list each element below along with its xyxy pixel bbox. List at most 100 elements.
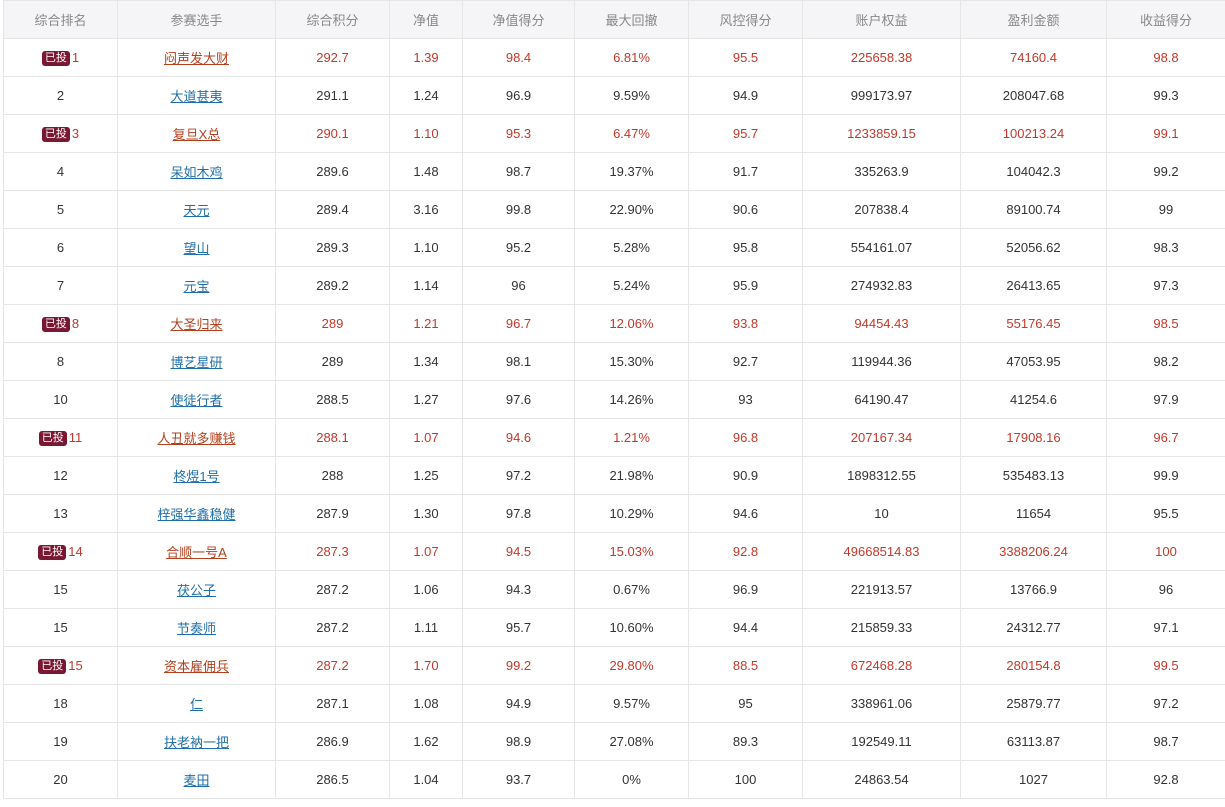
profit-cell: 11654 — [960, 494, 1107, 533]
player-link[interactable]: 合顺一号A — [166, 545, 227, 560]
score-cell: 287.2 — [275, 608, 390, 647]
header-nav[interactable]: 净值 — [389, 0, 463, 39]
nav-cell: 1.27 — [389, 380, 463, 419]
header-equity[interactable]: 账户权益 — [802, 0, 961, 39]
risk-score-cell: 92.7 — [688, 342, 803, 381]
player-link[interactable]: 大道甚夷 — [170, 89, 223, 104]
rank-cell: 已投 1 — [3, 38, 118, 77]
max-drawdown-cell: 29.80% — [574, 646, 689, 685]
risk-score-cell: 96.9 — [688, 570, 803, 609]
player-link[interactable]: 梓强华鑫稳健 — [157, 507, 236, 522]
rank-cell: 18 — [3, 684, 118, 723]
player-link[interactable]: 元宝 — [183, 279, 210, 294]
equity-cell: 49668514.83 — [802, 532, 961, 571]
header-profit[interactable]: 盈利金额 — [960, 0, 1107, 39]
header-return-score[interactable]: 收益得分 — [1106, 0, 1225, 39]
nav-score-cell: 95.7 — [462, 608, 575, 647]
nav-score-cell: 98.4 — [462, 38, 575, 77]
rank-value: 15 — [53, 620, 68, 635]
player-link[interactable]: 节奏师 — [176, 621, 216, 636]
invested-badge: 已投 — [38, 430, 67, 446]
table-row: 已投 15 资本雇佣兵 287.2 1.70 99.2 29.80% 88.5 672468.2… — [3, 646, 1225, 685]
nav-score-cell: 97.8 — [462, 494, 575, 533]
nav-cell: 1.06 — [389, 570, 463, 609]
player-cell: 节奏师 — [117, 608, 276, 647]
rank-cell: 已投 11 — [3, 418, 118, 457]
rank-cell: 已投 8 — [3, 304, 118, 343]
player-link[interactable]: 仁 — [189, 697, 203, 712]
equity-cell: 1898312.55 — [802, 456, 961, 495]
player-cell: 人丑就多赚钱 — [117, 418, 276, 457]
invested-badge: 已投 — [38, 658, 67, 674]
player-link[interactable]: 麦田 — [183, 773, 210, 788]
header-risk-score[interactable]: 风控得分 — [688, 0, 803, 39]
player-cell: 望山 — [117, 228, 276, 267]
profit-cell: 24312.77 — [960, 608, 1107, 647]
table-row: 已投 1 闷声发大财 292.7 1.39 98.4 6.81% 95.5 225658.38 7… — [3, 38, 1225, 77]
max-drawdown-cell: 10.60% — [574, 608, 689, 647]
player-cell: 元宝 — [117, 266, 276, 305]
rank-cell: 10 — [3, 380, 118, 419]
equity-cell: 215859.33 — [802, 608, 961, 647]
equity-cell: 10 — [802, 494, 961, 533]
risk-score-cell: 95 — [688, 684, 803, 723]
player-cell: 呆如木鸡 — [117, 152, 276, 191]
table-row: 12 柊煜1号 288 1.25 97.2 21.98% 90.9 1898312.55 535… — [3, 456, 1225, 495]
header-nav-score[interactable]: 净值得分 — [462, 0, 575, 39]
nav-cell: 1.10 — [389, 114, 463, 153]
rank-cell: 5 — [3, 190, 118, 229]
profit-cell: 41254.6 — [960, 380, 1107, 419]
player-link[interactable]: 天元 — [183, 203, 210, 218]
player-link[interactable]: 望山 — [183, 241, 210, 256]
player-link[interactable]: 大圣归来 — [170, 317, 223, 332]
nav-cell: 1.07 — [389, 532, 463, 571]
max-drawdown-cell: 10.29% — [574, 494, 689, 533]
nav-score-cell: 96.9 — [462, 76, 575, 115]
player-link[interactable]: 使徒行者 — [170, 393, 223, 408]
player-link[interactable]: 复旦X总 — [172, 127, 221, 142]
player-link[interactable]: 柊煜1号 — [173, 469, 220, 484]
table-row: 已投 3 复旦X总 290.1 1.10 95.3 6.47% 95.7 1233859.15 1… — [3, 114, 1225, 153]
player-link[interactable]: 闷声发大财 — [163, 51, 229, 66]
return-score-cell: 99.2 — [1106, 152, 1225, 191]
profit-cell: 1027 — [960, 760, 1107, 799]
score-cell: 290.1 — [275, 114, 390, 153]
equity-cell: 192549.11 — [802, 722, 961, 761]
header-max-drawdown[interactable]: 最大回撤 — [574, 0, 689, 39]
profit-cell: 55176.45 — [960, 304, 1107, 343]
rank-value: 3 — [71, 125, 80, 141]
return-score-cell: 98.2 — [1106, 342, 1225, 381]
table-row: 已投 11 人丑就多赚钱 288.1 1.07 94.6 1.21% 96.8 207167.3… — [3, 418, 1225, 457]
score-cell: 287.2 — [275, 646, 390, 685]
player-link[interactable]: 呆如木鸡 — [170, 165, 223, 180]
rank-cell: 15 — [3, 608, 118, 647]
rank-value: 8 — [71, 315, 80, 331]
profit-cell: 280154.8 — [960, 646, 1107, 685]
rank-value: 6 — [56, 240, 65, 255]
rank-value: 7 — [56, 278, 65, 293]
table-row: 已投 8 大圣归来 289 1.21 96.7 12.06% 93.8 94454.43 5517… — [3, 304, 1225, 343]
player-cell: 天元 — [117, 190, 276, 229]
nav-cell: 1.70 — [389, 646, 463, 685]
header-player[interactable]: 参赛选手 — [117, 0, 276, 39]
return-score-cell: 97.9 — [1106, 380, 1225, 419]
score-cell: 289.3 — [275, 228, 390, 267]
player-cell: 梓强华鑫稳健 — [117, 494, 276, 533]
return-score-cell: 98.8 — [1106, 38, 1225, 77]
player-link[interactable]: 扶老衲一把 — [163, 735, 229, 750]
max-drawdown-cell: 9.57% — [574, 684, 689, 723]
rank-value: 14 — [68, 543, 83, 559]
player-link[interactable]: 博艺星研 — [170, 355, 223, 370]
nav-score-cell: 98.1 — [462, 342, 575, 381]
header-score[interactable]: 综合积分 — [275, 0, 390, 39]
player-link[interactable]: 人丑就多赚钱 — [157, 431, 236, 446]
player-link[interactable]: 资本雇佣兵 — [163, 659, 229, 674]
header-rank[interactable]: 综合排名 — [3, 0, 118, 39]
profit-cell: 47053.95 — [960, 342, 1107, 381]
table-row: 18 仁 287.1 1.08 94.9 9.57% 95 338961.06 25879.77… — [3, 684, 1225, 723]
player-link[interactable]: 茯公子 — [176, 583, 216, 598]
risk-score-cell: 94.9 — [688, 76, 803, 115]
nav-cell: 1.10 — [389, 228, 463, 267]
nav-score-cell: 99.2 — [462, 646, 575, 685]
return-score-cell: 99.9 — [1106, 456, 1225, 495]
